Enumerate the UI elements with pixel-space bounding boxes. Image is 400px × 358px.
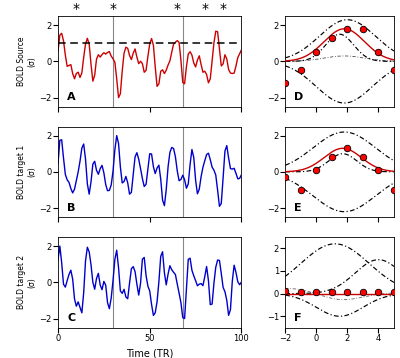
Point bbox=[313, 290, 320, 295]
Text: *: * bbox=[201, 2, 208, 16]
Point bbox=[313, 49, 320, 55]
Point bbox=[344, 26, 351, 32]
Text: E: E bbox=[294, 203, 302, 213]
Text: *: * bbox=[174, 2, 181, 16]
Point bbox=[391, 68, 397, 73]
Text: D: D bbox=[294, 92, 303, 102]
Point bbox=[329, 155, 335, 160]
X-axis label: Time (TR): Time (TR) bbox=[126, 348, 174, 358]
Point bbox=[375, 49, 382, 55]
Text: B: B bbox=[67, 203, 76, 213]
Y-axis label: BOLD target 2
(σ): BOLD target 2 (σ) bbox=[17, 255, 37, 309]
Y-axis label: BOLD target 1
(σ): BOLD target 1 (σ) bbox=[17, 145, 37, 199]
Point bbox=[344, 290, 351, 295]
Point bbox=[282, 174, 288, 180]
Point bbox=[360, 26, 366, 32]
Text: C: C bbox=[67, 313, 75, 323]
Point bbox=[391, 187, 397, 193]
Text: *: * bbox=[220, 2, 227, 16]
Point bbox=[313, 167, 320, 173]
Point bbox=[329, 290, 335, 295]
Text: F: F bbox=[294, 313, 302, 323]
Point bbox=[344, 145, 351, 151]
Point bbox=[329, 35, 335, 41]
Y-axis label: BOLD Source
(σ): BOLD Source (σ) bbox=[17, 37, 37, 86]
Point bbox=[391, 290, 397, 295]
Point bbox=[282, 80, 288, 86]
Text: A: A bbox=[67, 92, 76, 102]
Point bbox=[298, 68, 304, 73]
Point bbox=[375, 290, 382, 295]
Point bbox=[375, 167, 382, 173]
Point bbox=[298, 290, 304, 295]
Point bbox=[298, 187, 304, 193]
Text: *: * bbox=[110, 2, 116, 16]
Point bbox=[360, 155, 366, 160]
Text: *: * bbox=[73, 2, 80, 16]
Point bbox=[360, 290, 366, 295]
Point bbox=[282, 289, 288, 294]
